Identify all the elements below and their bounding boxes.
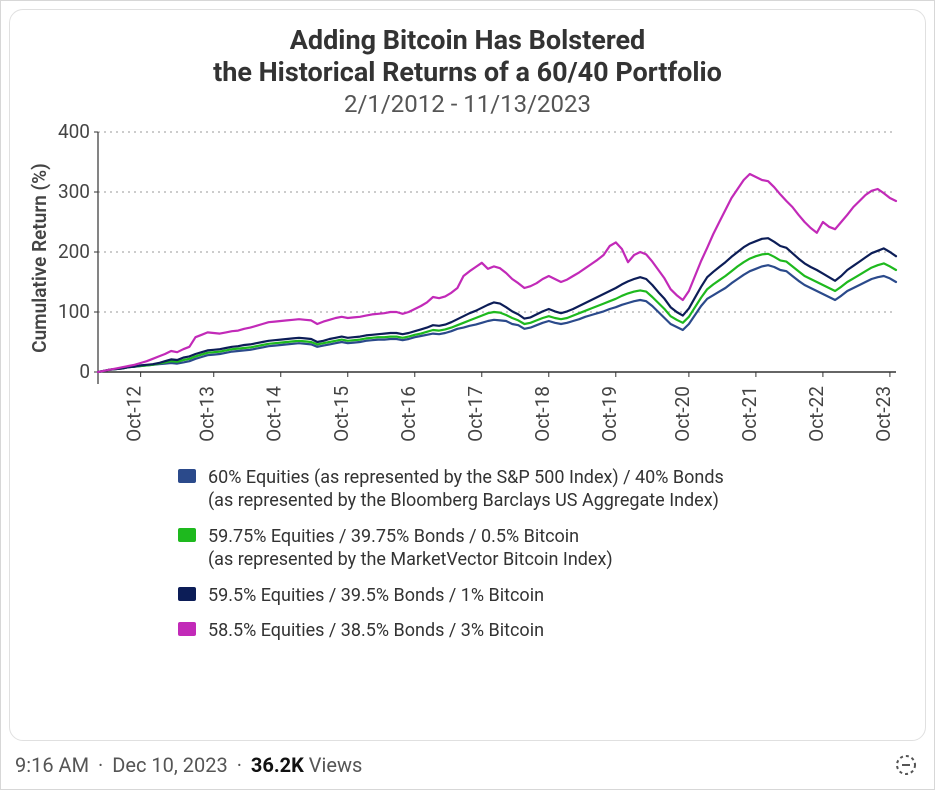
chart-area: 0 100 200 300 400 Oct-12 Oct-13 Oct-14 Oct-15 Oct… [28,124,907,454]
svg-text:Oct-12: Oct-12 [123,386,146,442]
legend-swatch [178,587,196,601]
legend-label: 59.5% Equities / 39.5% Bonds / 1% Bitcoi… [208,584,544,607]
svg-text:Oct-18: Oct-18 [531,386,554,442]
svg-text:Oct-14: Oct-14 [263,386,286,442]
post-views-label: Views [304,753,363,777]
svg-text:Oct-22: Oct-22 [805,386,828,442]
legend-item: 60% Equities (as represented by the S&P … [178,466,867,513]
svg-text:100: 100 [58,300,90,323]
legend-label: 60% Equities (as represented by the S&P … [208,466,724,513]
svg-text:Cumulative Return (%): Cumulative Return (%) [28,163,51,353]
svg-text:Oct-16: Oct-16 [397,386,420,442]
legend-label: 58.5% Equities / 38.5% Bonds / 3% Bitcoi… [208,619,544,642]
remove-from-circle-icon[interactable] [892,751,920,779]
svg-text:200: 200 [58,240,90,263]
legend-label: 59.75% Equities / 39.75% Bonds / 0.5% Bi… [208,525,613,572]
post-time: 9:16 AM [15,753,89,777]
legend-swatch [178,528,196,542]
svg-text:Oct-20: Oct-20 [671,386,694,442]
chart-title-line-2: the Historical Returns of a 60/40 Portfo… [28,56,907,88]
legend-item: 58.5% Equities / 38.5% Bonds / 3% Bitcoi… [178,619,867,642]
svg-text:Oct-19: Oct-19 [598,386,621,442]
line-chart-svg: 0 100 200 300 400 Oct-12 Oct-13 Oct-14 Oct-15 Oct… [28,124,908,454]
post-views-count: 36.2K [251,753,304,777]
post-meta-bar: 9:16 AM · Dec 10, 2023 · 36.2K Views [9,741,926,781]
meta-separator: · [94,753,107,777]
post-date: Dec 10, 2023 [112,753,228,777]
svg-text:Oct-21: Oct-21 [738,386,761,442]
chart-subtitle: 2/1/2012 - 11/13/2023 [28,90,907,118]
chart-card: Adding Bitcoin Has Bolstered the Histori… [9,9,926,741]
svg-text:400: 400 [58,124,90,143]
svg-text:Oct-17: Oct-17 [464,386,487,442]
svg-text:Oct-23: Oct-23 [872,386,895,442]
post-meta-text: 9:16 AM · Dec 10, 2023 · 36.2K Views [15,753,362,777]
legend-item: 59.5% Equities / 39.5% Bonds / 1% Bitcoi… [178,584,867,607]
legend-swatch [178,622,196,636]
chart-title-line-1: Adding Bitcoin Has Bolstered [28,24,907,56]
meta-separator: · [233,753,246,777]
svg-text:300: 300 [58,180,90,203]
chart-legend: 60% Equities (as represented by the S&P … [28,466,907,654]
legend-swatch [178,469,196,483]
svg-text:0: 0 [79,360,90,383]
legend-item: 59.75% Equities / 39.75% Bonds / 0.5% Bi… [178,525,867,572]
svg-text:Oct-13: Oct-13 [196,386,219,442]
svg-text:Oct-15: Oct-15 [330,386,353,442]
outer-frame: Adding Bitcoin Has Bolstered the Histori… [0,0,935,790]
